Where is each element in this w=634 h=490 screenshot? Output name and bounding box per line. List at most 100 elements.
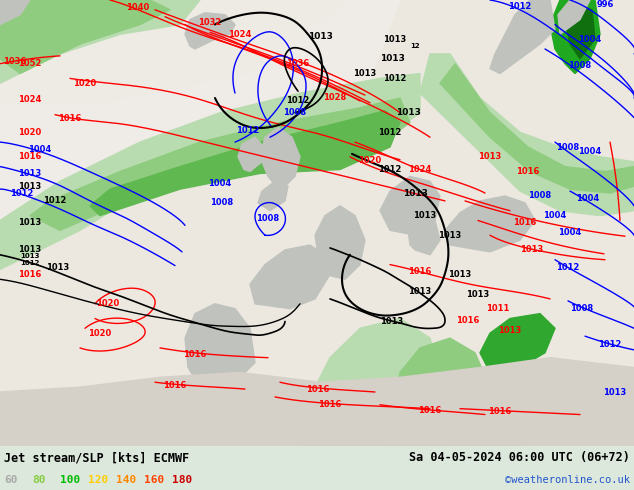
Text: 1004: 1004 (543, 211, 567, 220)
Text: 80: 80 (32, 475, 46, 485)
Text: 1024: 1024 (18, 96, 42, 104)
Polygon shape (0, 0, 200, 83)
Text: 120: 120 (88, 475, 108, 485)
Text: 1013: 1013 (18, 218, 42, 227)
Text: 1013: 1013 (604, 388, 626, 396)
Text: 1013: 1013 (18, 182, 42, 191)
Text: 1012: 1012 (508, 2, 532, 11)
Text: 1012: 1012 (384, 74, 406, 83)
Polygon shape (0, 0, 170, 74)
Text: 140: 140 (116, 475, 136, 485)
Polygon shape (238, 137, 264, 172)
Text: 1012: 1012 (236, 126, 260, 135)
Text: 160: 160 (144, 475, 164, 485)
Text: 1013: 1013 (448, 270, 472, 279)
Text: 1013: 1013 (403, 189, 427, 197)
Text: 1036: 1036 (3, 57, 27, 66)
Text: 1004: 1004 (576, 195, 600, 203)
Text: 1004: 1004 (209, 179, 231, 188)
Text: 1012: 1012 (556, 263, 579, 272)
Polygon shape (490, 0, 555, 74)
Polygon shape (250, 245, 330, 309)
Polygon shape (550, 0, 600, 74)
Text: 1016: 1016 (318, 400, 342, 409)
Polygon shape (315, 206, 365, 279)
Text: 1013: 1013 (18, 169, 42, 178)
Text: 1012: 1012 (378, 165, 402, 174)
Polygon shape (480, 314, 555, 372)
Text: 1012: 1012 (598, 341, 622, 349)
Text: 1020: 1020 (74, 79, 96, 88)
Polygon shape (0, 0, 30, 24)
Polygon shape (380, 176, 440, 235)
Text: 1013: 1013 (46, 263, 70, 272)
Text: 60: 60 (4, 475, 18, 485)
Text: 1013: 1013 (18, 245, 42, 254)
Polygon shape (185, 13, 235, 49)
Text: 1052: 1052 (18, 59, 42, 68)
Text: 1013
1012: 1013 1012 (20, 253, 40, 266)
Text: 1024: 1024 (228, 30, 252, 39)
Text: 1016: 1016 (58, 114, 82, 123)
Polygon shape (258, 181, 288, 211)
Polygon shape (445, 196, 535, 252)
Text: 1016: 1016 (18, 152, 42, 161)
Text: ©weatheronline.co.uk: ©weatheronline.co.uk (505, 475, 630, 485)
Text: 1020: 1020 (18, 128, 42, 137)
Text: 1016: 1016 (488, 407, 512, 416)
Polygon shape (420, 54, 634, 216)
Text: 1012: 1012 (43, 196, 67, 205)
Polygon shape (0, 0, 634, 446)
Text: 1012: 1012 (10, 189, 34, 197)
Text: Sa 04-05-2024 06:00 UTC (06+72): Sa 04-05-2024 06:00 UTC (06+72) (409, 451, 630, 465)
Polygon shape (90, 111, 400, 216)
Text: 1016: 1016 (18, 270, 42, 279)
Polygon shape (380, 338, 490, 446)
Text: 1008: 1008 (210, 198, 233, 207)
Text: 180: 180 (172, 475, 192, 485)
Polygon shape (185, 304, 255, 387)
Text: 1016: 1016 (306, 385, 330, 393)
Text: 1011: 1011 (486, 304, 510, 313)
Polygon shape (260, 127, 300, 191)
Text: 1020: 1020 (96, 299, 120, 308)
Text: Jet stream/SLP [kts] ECMWF: Jet stream/SLP [kts] ECMWF (4, 451, 190, 465)
Text: 1040: 1040 (126, 3, 150, 12)
Polygon shape (558, 0, 590, 34)
Text: 1013: 1013 (396, 108, 420, 117)
Text: 1016: 1016 (183, 350, 207, 359)
Text: 1016: 1016 (164, 381, 186, 390)
Polygon shape (0, 358, 634, 446)
Text: 1008: 1008 (256, 214, 280, 223)
Text: 1020: 1020 (88, 329, 112, 338)
Polygon shape (295, 318, 440, 446)
Text: 1013: 1013 (479, 152, 501, 161)
Polygon shape (440, 64, 634, 193)
Polygon shape (408, 216, 440, 255)
Polygon shape (0, 74, 420, 270)
Text: 12: 12 (410, 43, 420, 49)
Text: 1013: 1013 (498, 326, 522, 335)
Text: 1013: 1013 (521, 245, 543, 254)
Text: 996: 996 (597, 0, 614, 9)
Text: 1008: 1008 (557, 143, 579, 151)
Text: 1008: 1008 (528, 192, 552, 200)
Text: 1024: 1024 (408, 165, 432, 174)
Text: 1004: 1004 (559, 228, 581, 237)
Text: 1016: 1016 (516, 167, 540, 176)
Polygon shape (450, 358, 555, 446)
Text: 1013: 1013 (307, 32, 332, 41)
Polygon shape (565, 5, 595, 59)
Text: 1013: 1013 (380, 54, 404, 63)
Polygon shape (0, 0, 400, 250)
Text: 1004: 1004 (578, 35, 602, 44)
Text: 1004: 1004 (578, 147, 602, 156)
Text: 1012: 1012 (378, 128, 402, 137)
Text: 1013: 1013 (408, 287, 432, 295)
Text: 1036: 1036 (287, 59, 309, 68)
Text: 1004: 1004 (29, 146, 51, 154)
Text: 1013: 1013 (438, 231, 462, 240)
Text: 1008: 1008 (571, 304, 593, 313)
Text: 1012: 1012 (287, 97, 309, 105)
Text: 1013: 1013 (384, 35, 406, 44)
